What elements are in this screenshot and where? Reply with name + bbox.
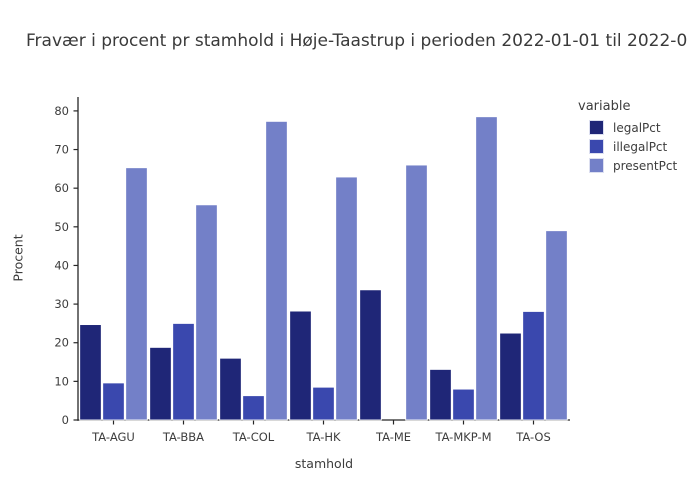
legend-item-presentpct: presentPct: [578, 158, 677, 173]
legend-label-legalpct: legalPct: [613, 120, 661, 135]
y-tick-label: 70: [54, 143, 69, 157]
bar-illegalPct-TA-COL: [242, 395, 265, 421]
y-tick-label: 60: [54, 181, 69, 195]
x-tick-label: TA-COL: [232, 430, 275, 444]
bar-presentPct-TA-COL: [265, 120, 288, 421]
x-tick-label: TA-HK: [305, 430, 341, 444]
bar-illegalPct-TA-MKP-M: [452, 388, 475, 421]
legend-swatch-illegalpct-icon: [589, 139, 604, 154]
x-tick-label: TA-ME: [375, 430, 411, 444]
bar-illegalPct-TA-HK: [312, 386, 335, 421]
bar-legalPct-TA-AGU: [79, 324, 102, 421]
y-tick-label: 80: [54, 104, 69, 118]
bar-presentPct-TA-OS: [545, 230, 568, 421]
chart-title: Fravær i procent pr stamhold i Høje-Taas…: [26, 31, 688, 51]
x-tick-label: TA-AGU: [91, 430, 135, 444]
bar-presentPct-TA-HK: [335, 176, 358, 421]
legend-label-illegalpct: illegalPct: [613, 139, 668, 154]
x-tick-label: TA-MKP-M: [434, 430, 491, 444]
legend-swatch-legalpct-icon: [589, 120, 604, 135]
bar-legalPct-TA-HK: [289, 310, 312, 421]
y-tick-label: 10: [54, 374, 69, 388]
legend-title: variable: [578, 99, 631, 114]
bar-legalPct-TA-OS: [499, 332, 522, 421]
legend-swatch-presentpct-icon: [589, 158, 604, 173]
legend: variable legalPct illegalPct presentPct: [578, 99, 677, 173]
bar-illegalPct-TA-BBA: [172, 322, 195, 421]
bar-presentPct-TA-BBA: [195, 204, 218, 421]
bar-legalPct-TA-ME: [359, 289, 382, 421]
y-tick-label: 20: [54, 336, 69, 350]
bar-presentPct-TA-MKP-M: [475, 116, 498, 421]
bar-legalPct-TA-BBA: [149, 346, 172, 421]
y-tick-label: 40: [54, 258, 69, 272]
x-axis-title: stamhold: [294, 456, 354, 471]
bar-illegalPct-TA-OS: [522, 310, 545, 421]
legend-label-presentpct: presentPct: [613, 158, 678, 173]
y-axis-title: Procent: [10, 234, 26, 282]
y-tick-label: 30: [54, 297, 69, 311]
y-tick-label: 50: [54, 220, 69, 234]
bar-legalPct-TA-MKP-M: [429, 368, 452, 421]
legend-item-legalpct: legalPct: [578, 120, 677, 135]
legend-item-illegalpct: illegalPct: [578, 139, 677, 154]
x-tick-label: TA-BBA: [162, 430, 204, 444]
y-tick-label: 0: [62, 413, 69, 427]
bar-illegalPct-TA-AGU: [102, 382, 125, 421]
bar-presentPct-TA-AGU: [125, 167, 148, 421]
x-tick-label: TA-OS: [515, 430, 551, 444]
bar-presentPct-TA-ME: [405, 164, 428, 421]
bar-legalPct-TA-COL: [219, 357, 242, 421]
